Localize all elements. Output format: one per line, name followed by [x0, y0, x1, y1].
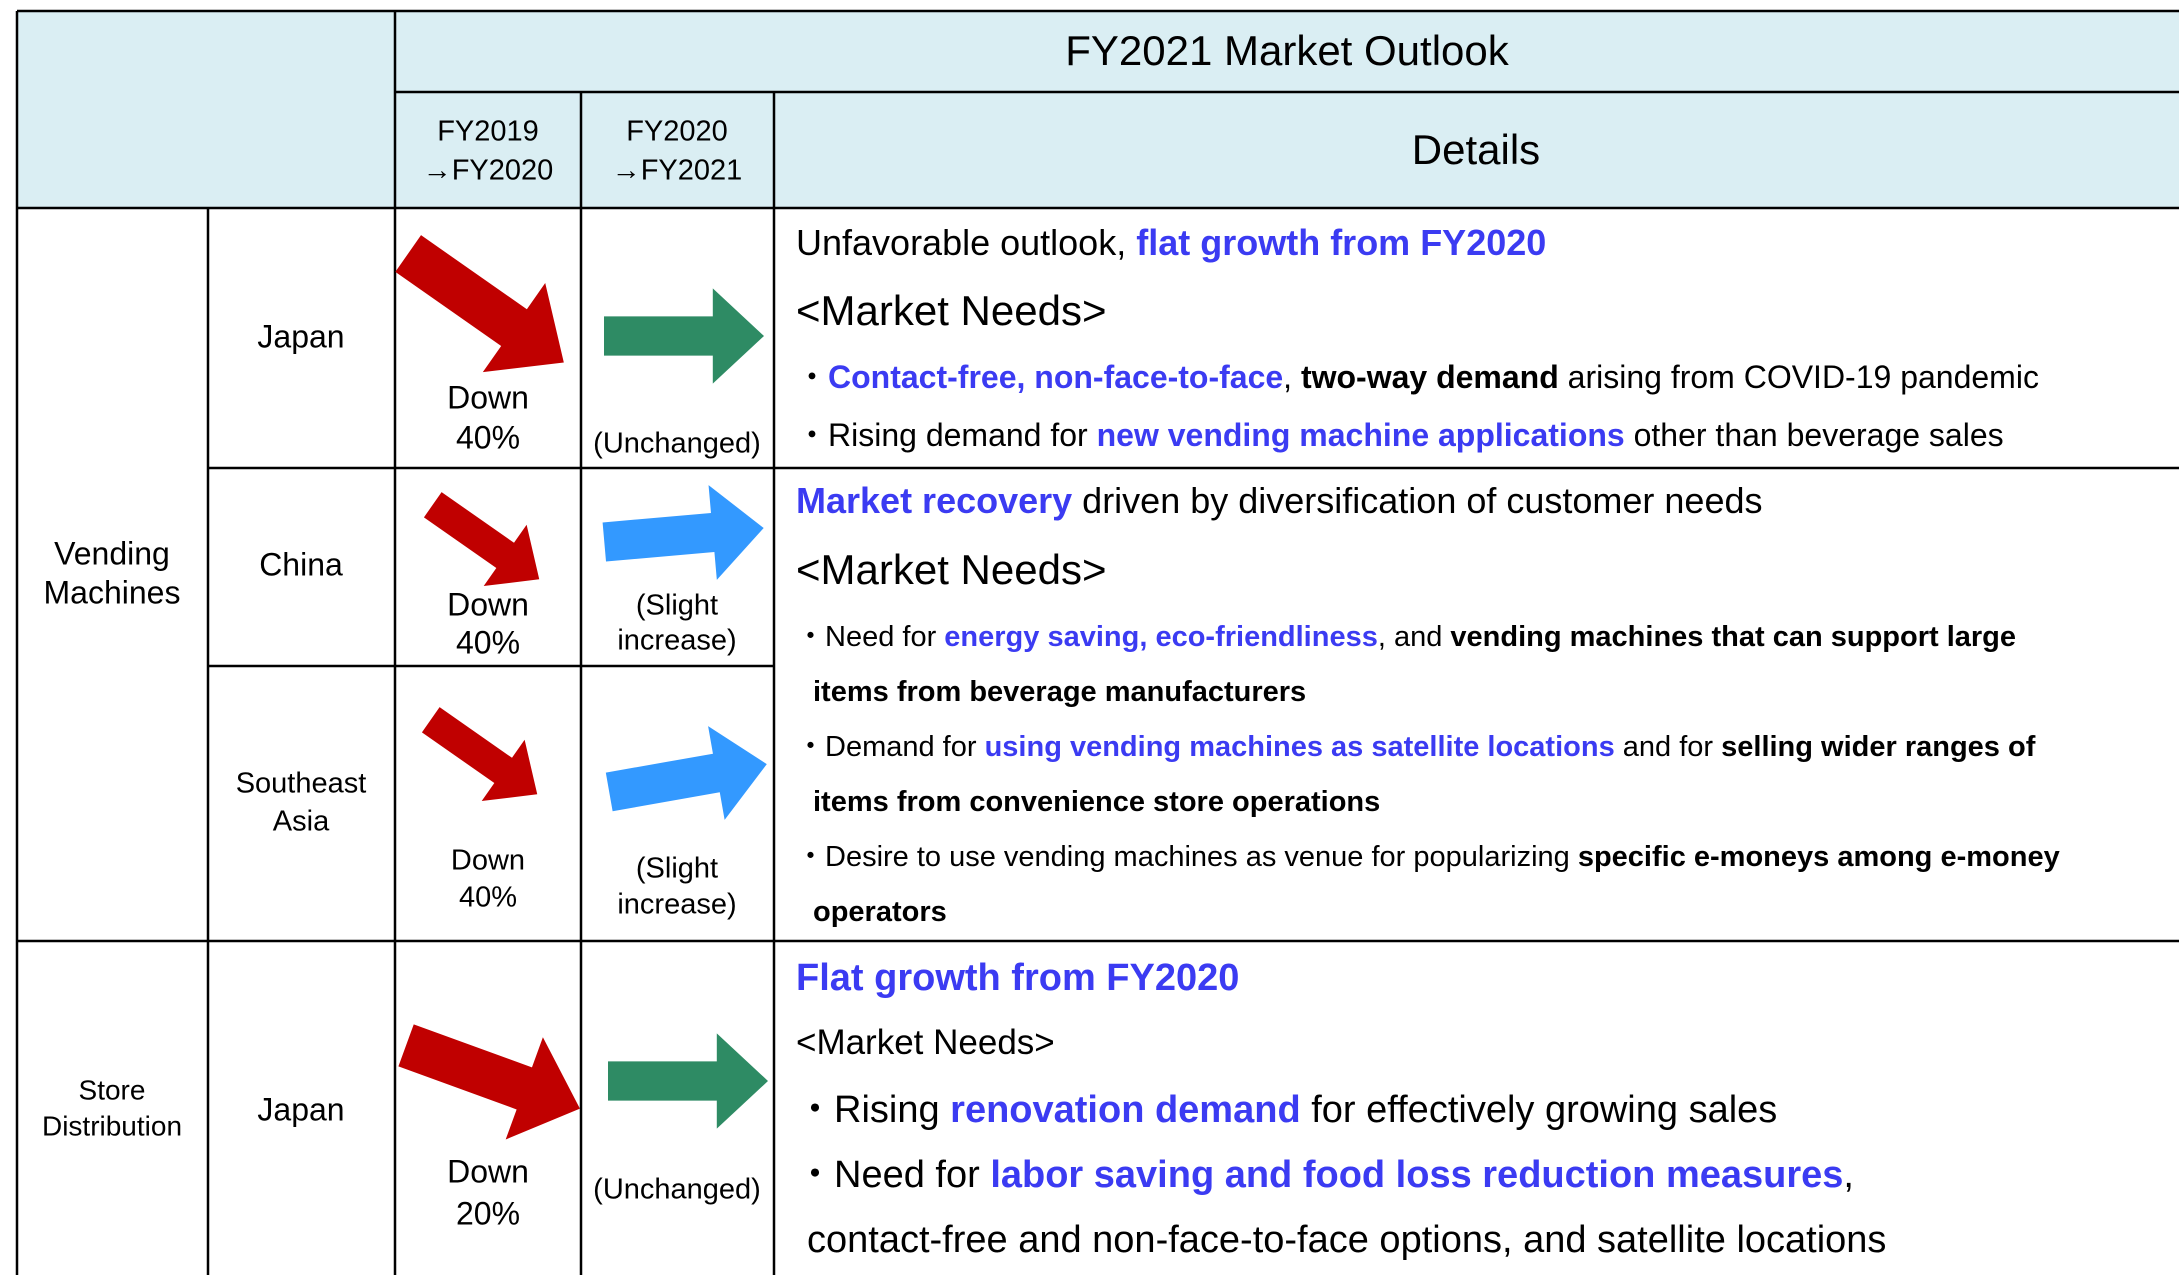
region-name: Asia [273, 806, 330, 838]
detail-text: , and [1378, 621, 1451, 653]
detail-line: Flat growth from FY2020 [796, 957, 1239, 999]
detail-line: ・Rising renovation demand for effectivel… [796, 1089, 1777, 1131]
detail-text: ・Desire to use vending machines as venue… [796, 841, 1578, 873]
region-name: Southeast [236, 768, 367, 800]
group-label: Distribution [42, 1110, 182, 1141]
detail-text: ・Need for [796, 1154, 990, 1196]
detail-text: <Market Needs> [796, 287, 1107, 334]
detail-text: <Market Needs> [796, 1023, 1055, 1062]
region-name: Japan [257, 318, 344, 354]
table-title: FY2021 Market Outlook [1065, 27, 1510, 74]
change-fy2020: Down [447, 1153, 529, 1189]
detail-emphasis: operators [813, 896, 947, 928]
detail-line: ・Need for energy saving, eco-friendlines… [796, 621, 2016, 653]
detail-line: Market recovery driven by diversificatio… [796, 480, 1763, 521]
detail-text: , [1843, 1154, 1854, 1196]
header-background [17, 11, 2179, 208]
detail-line: contact-free and non-face-to-face option… [807, 1219, 1886, 1261]
change-fy2020: Down [447, 586, 529, 622]
detail-text: <Market Needs> [796, 546, 1107, 593]
region-name: China [259, 546, 343, 582]
column-header: →FY2020 [423, 155, 554, 187]
detail-text: ・Rising demand for [796, 417, 1097, 453]
change-fy2021: (Slight [636, 590, 718, 622]
change-fy2020: 40% [456, 419, 520, 455]
detail-line: ・Rising demand for new vending machine a… [796, 417, 2004, 453]
detail-text: , [1283, 359, 1301, 395]
detail-emphasis: items from beverage manufacturers [813, 676, 1306, 708]
detail-line: <Market Needs> [796, 287, 1107, 334]
trend-arrows [376, 208, 776, 1160]
detail-line: items from beverage manufacturers [813, 676, 1306, 708]
change-fy2021: (Unchanged) [593, 428, 761, 460]
detail-emphasis: Flat growth from FY2020 [796, 957, 1239, 999]
change-fy2020: 40% [459, 882, 517, 914]
detail-text: driven by diversification of customer ne… [1072, 480, 1762, 521]
column-header: Details [1412, 126, 1540, 173]
detail-line: ・Demand for using vending machines as sa… [796, 731, 2036, 763]
detail-text: Unfavorable outlook, [796, 222, 1136, 263]
detail-emphasis: selling wider ranges of [1721, 731, 2036, 763]
detail-text: and for [1615, 731, 1721, 763]
detail-emphasis: specific e-moneys among e-money [1578, 841, 2060, 873]
group-label: Store [79, 1074, 146, 1105]
column-header: FY2020 [626, 116, 728, 148]
detail-line: Unfavorable outlook, flat growth from FY… [796, 222, 1546, 263]
detail-line: <Market Needs> [796, 546, 1107, 593]
detail-emphasis: Contact-free, non-face-to-face [828, 359, 1283, 395]
detail-emphasis: flat growth from FY2020 [1136, 222, 1546, 263]
detail-emphasis: new vending machine applications [1097, 417, 1625, 453]
detail-emphasis: two-way demand [1301, 359, 1559, 395]
change-fy2020: 20% [456, 1195, 520, 1231]
detail-text: ・Need for [796, 621, 944, 653]
change-fy2021: (Unchanged) [593, 1174, 761, 1206]
change-fy2021: increase) [617, 625, 736, 657]
detail-text: for effectively growing sales [1301, 1089, 1778, 1131]
detail-line: <Market Needs> [796, 1023, 1055, 1062]
detail-emphasis: renovation demand [950, 1089, 1301, 1131]
detail-line: ・Desire to use vending machines as venue… [796, 841, 2060, 873]
detail-text: contact-free and non-face-to-face option… [807, 1219, 1886, 1261]
detail-line: operators [813, 896, 947, 928]
detail-emphasis: using vending machines as satellite loca… [985, 731, 1615, 763]
region-name: Japan [257, 1091, 344, 1127]
change-fy2020: 40% [456, 624, 520, 660]
detail-emphasis: vending machines that can support large [1450, 621, 2016, 653]
detail-line: ・Contact-free, non-face-to-face, two-way… [796, 359, 2039, 395]
group-label: Vending [54, 535, 170, 571]
change-fy2020: Down [447, 379, 529, 415]
detail-text: ・Demand for [796, 731, 985, 763]
detail-text: ・Rising [796, 1089, 950, 1131]
detail-text: arising from COVID-19 pandemic [1559, 359, 2039, 395]
detail-text: ・ [796, 359, 828, 395]
detail-emphasis: Market recovery [796, 480, 1072, 521]
detail-emphasis: items from convenience store operations [813, 786, 1380, 818]
detail-line: ・Need for labor saving and food loss red… [796, 1154, 1854, 1196]
change-fy2020: Down [451, 845, 525, 877]
column-header: FY2019 [437, 116, 539, 148]
detail-emphasis: labor saving and food loss reduction mea… [990, 1154, 1843, 1196]
detail-line: items from convenience store operations [813, 786, 1380, 818]
detail-emphasis: energy saving, eco-friendliness [944, 621, 1378, 653]
group-label: Machines [44, 574, 181, 610]
change-fy2021: (Slight [636, 853, 718, 885]
detail-text: other than beverage sales [1625, 417, 2004, 453]
grid [15, 9, 2179, 1275]
change-fy2021: increase) [617, 889, 736, 921]
column-header: →FY2021 [612, 155, 743, 187]
